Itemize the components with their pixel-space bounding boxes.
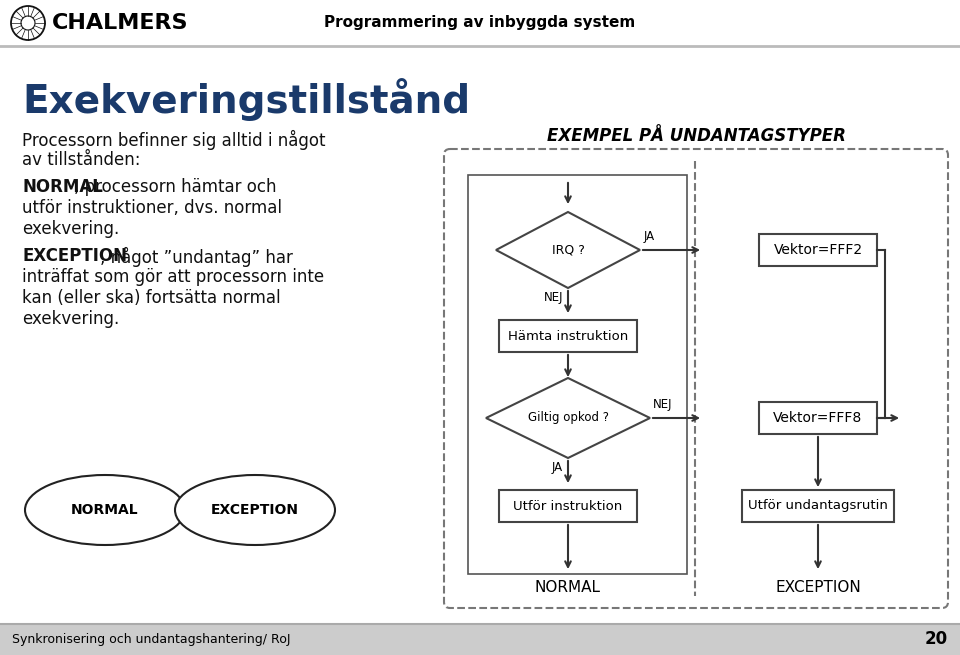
Ellipse shape [25,475,185,545]
Text: JA: JA [644,230,655,243]
Text: 20: 20 [924,630,948,648]
Text: EXCEPTION: EXCEPTION [211,503,299,517]
Bar [759,402,877,434]
Bar [0,624,960,655]
Text: Utför instruktion: Utför instruktion [514,500,623,512]
Text: , något ”undantag” har: , något ”undantag” har [100,247,293,267]
Polygon shape [486,378,650,458]
Text: EXEMPEL PÅ UNDANTAGSTYPER: EXEMPEL PÅ UNDANTAGSTYPER [546,127,846,145]
Text: Utför undantagsrutin: Utför undantagsrutin [748,500,888,512]
Text: Giltig opkod ?: Giltig opkod ? [527,411,609,424]
Text: NORMAL: NORMAL [22,178,103,196]
Bar [499,320,637,352]
Text: NORMAL: NORMAL [71,503,139,517]
Text: NORMAL: NORMAL [535,580,601,595]
Text: NEJ: NEJ [543,291,563,304]
Text: JA: JA [552,461,563,474]
Bar [742,490,894,522]
Text: NEJ: NEJ [653,398,673,411]
Text: av tillstånden:: av tillstånden: [22,151,140,169]
Text: Exekveringstillstånd: Exekveringstillstånd [22,79,470,121]
Text: Hämta instruktion: Hämta instruktion [508,329,628,343]
Text: kan (eller ska) fortsätta normal: kan (eller ska) fortsätta normal [22,289,280,307]
Text: exekvering.: exekvering. [22,310,119,328]
Text: EXCEPTION: EXCEPTION [22,247,127,265]
Text: IRQ ?: IRQ ? [552,244,585,257]
Bar [499,490,637,522]
Text: CHALMERS: CHALMERS [52,13,188,33]
Text: exekvering.: exekvering. [22,220,119,238]
Text: Synkronisering och undantagshantering/ RoJ: Synkronisering och undantagshantering/ R… [12,633,291,645]
Bar [759,234,877,266]
Bar [0,0,960,46]
Text: Processorn befinner sig alltid i något: Processorn befinner sig alltid i något [22,130,325,150]
Text: Vektor=FFF2: Vektor=FFF2 [774,243,863,257]
Polygon shape [496,212,640,288]
Bar [468,175,687,574]
Text: inträffat som gör att processorn inte: inträffat som gör att processorn inte [22,268,324,286]
Ellipse shape [175,475,335,545]
Text: utför instruktioner, dvs. normal: utför instruktioner, dvs. normal [22,199,282,217]
FancyBboxPatch shape [444,149,948,608]
Text: , processorn hämtar och: , processorn hämtar och [74,178,276,196]
Text: Programmering av inbyggda system: Programmering av inbyggda system [324,16,636,31]
Text: Vektor=FFF8: Vektor=FFF8 [774,411,863,425]
Text: EXCEPTION: EXCEPTION [775,580,861,595]
